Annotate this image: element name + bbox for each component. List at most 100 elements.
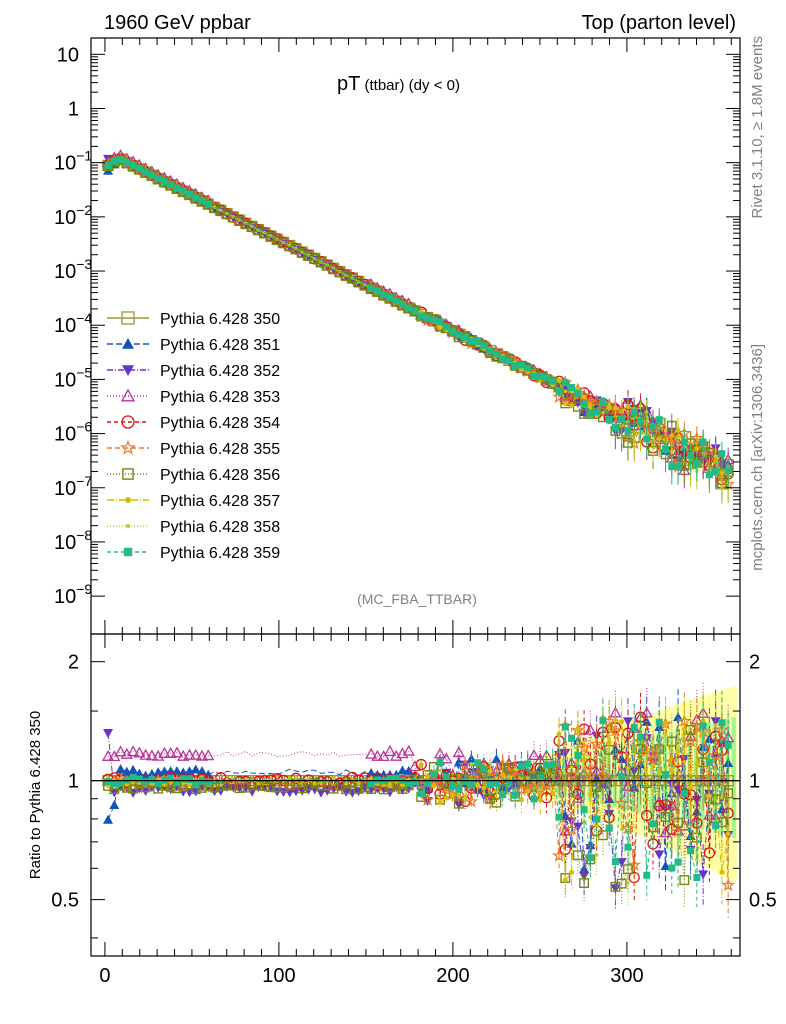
- data-marker: [718, 719, 726, 727]
- data-marker: [189, 748, 202, 760]
- data-marker: [568, 734, 576, 742]
- data-marker: [371, 749, 384, 761]
- data-marker: [632, 807, 636, 811]
- data-marker: [403, 765, 414, 775]
- data-marker: [234, 216, 245, 226]
- data-marker: [115, 764, 126, 774]
- data-marker: [564, 392, 579, 406]
- data-marker: [713, 455, 718, 459]
- data-marker: [486, 781, 494, 789]
- y-tick-label: 10−3: [54, 256, 92, 283]
- data-marker: [721, 877, 736, 892]
- data-marker: [513, 767, 517, 772]
- header-right: Top (parton level): [581, 12, 736, 34]
- data-marker: [655, 718, 663, 726]
- data-marker: [563, 389, 568, 394]
- data-marker: [135, 775, 143, 783]
- data-marker: [449, 782, 457, 790]
- data-marker: [402, 744, 415, 756]
- data-marker: [663, 428, 668, 432]
- legend-entry: Pythia 6.428 353: [107, 388, 280, 406]
- legend-entry: Pythia 6.428 350: [107, 311, 280, 328]
- data-marker: [624, 427, 632, 435]
- data-marker: [677, 713, 692, 728]
- data-marker: [179, 187, 187, 195]
- data-marker: [619, 719, 625, 725]
- data-marker: [455, 331, 463, 339]
- data-marker: [463, 797, 467, 801]
- data-marker: [724, 467, 732, 475]
- data-marker: [433, 777, 447, 791]
- data-marker: [682, 759, 687, 764]
- data-marker: [669, 433, 675, 439]
- data-marker: [272, 235, 283, 246]
- data-marker: [442, 323, 450, 331]
- data-marker: [129, 774, 137, 782]
- data-marker: [341, 271, 352, 281]
- data-marker: [562, 401, 568, 407]
- y-tick-exponent: −7: [76, 473, 92, 489]
- data-marker: [705, 471, 713, 479]
- data-marker: [443, 795, 449, 801]
- data-marker: [256, 781, 261, 786]
- data-marker: [518, 797, 524, 803]
- data-marker: [694, 446, 700, 452]
- data-marker: [397, 765, 408, 775]
- y-tick-label: 10−7: [54, 473, 92, 500]
- y-tick-exponent: −4: [76, 310, 92, 326]
- data-marker: [630, 408, 638, 416]
- data-marker: [591, 782, 602, 793]
- data-marker: [705, 758, 713, 766]
- data-marker: [392, 774, 400, 782]
- data-marker: [719, 869, 725, 875]
- data-marker: [123, 158, 131, 166]
- data-marker: [599, 717, 607, 725]
- data-marker: [319, 780, 323, 785]
- data-marker: [622, 864, 633, 875]
- data-marker: [549, 377, 557, 385]
- data-marker: [417, 312, 425, 320]
- data-marker: [259, 228, 270, 239]
- legend-label: Pythia 6.428 359: [160, 545, 280, 562]
- data-marker: [524, 760, 532, 768]
- data-marker: [101, 749, 115, 761]
- data-marker: [449, 328, 457, 336]
- data-marker: [127, 745, 140, 757]
- data-marker: [240, 219, 251, 230]
- data-marker: [405, 304, 413, 312]
- data-marker: [430, 771, 438, 779]
- y-tick-exponent: −1: [76, 148, 92, 164]
- data-marker: [234, 783, 245, 794]
- data-marker: [411, 307, 419, 315]
- x-tick-label: 200: [436, 965, 469, 987]
- data-marker: [574, 751, 582, 759]
- ratio-series-9: [104, 690, 732, 908]
- legend-entry: Pythia 6.428 352: [107, 363, 280, 380]
- data-marker: [167, 181, 175, 189]
- data-marker: [405, 780, 413, 788]
- data-marker: [660, 812, 671, 822]
- data-marker: [586, 854, 594, 862]
- data-marker: [296, 778, 308, 790]
- data-marker: [411, 778, 419, 786]
- data-marker: [430, 316, 438, 324]
- data-marker: [500, 772, 506, 778]
- data-marker: [450, 792, 456, 798]
- data-marker: [417, 789, 425, 797]
- header-left: 1960 GeV ppbar: [104, 12, 251, 34]
- data-marker: [154, 175, 162, 183]
- ratio-tick-label: 1: [68, 771, 79, 793]
- main-series-9: [104, 156, 732, 493]
- data-marker: [561, 379, 569, 387]
- data-marker: [494, 775, 499, 780]
- data-marker: [104, 778, 112, 786]
- title-main: pT: [337, 73, 360, 95]
- data-marker: [499, 791, 507, 799]
- data-marker: [122, 468, 134, 480]
- data-marker: [550, 790, 556, 796]
- data-marker: [456, 792, 462, 798]
- data-marker: [179, 775, 187, 783]
- data-marker: [511, 362, 519, 370]
- data-marker: [530, 372, 538, 380]
- data-marker: [725, 831, 731, 837]
